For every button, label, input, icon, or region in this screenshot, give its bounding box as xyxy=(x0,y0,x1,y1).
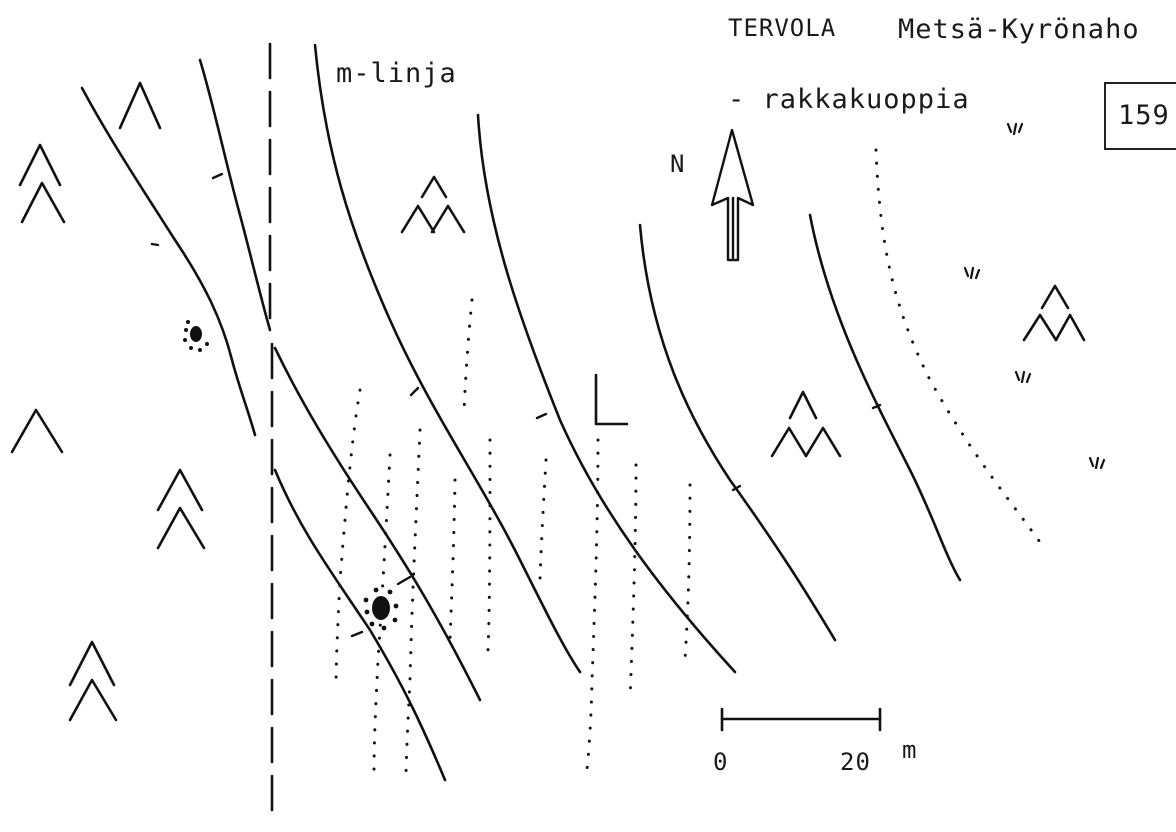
scale-end-label: 20 xyxy=(840,748,871,776)
dotted-line-4 xyxy=(404,428,422,782)
conifer-symbol-left-3 xyxy=(68,640,118,722)
map-subtitle: - rakkakuoppia xyxy=(728,84,970,115)
field-corner-mark xyxy=(594,373,629,426)
dotted-line-9 xyxy=(628,463,638,702)
open-land-marks xyxy=(963,122,1106,470)
scale-unit-label: m xyxy=(902,736,918,764)
slope-ticks xyxy=(150,172,882,638)
north-label: N xyxy=(670,150,686,178)
survey-line-label: m-linja xyxy=(336,58,457,89)
dotted-boundary-right xyxy=(874,148,1044,547)
scale-bar xyxy=(720,707,882,732)
dotted-line-5 xyxy=(448,478,457,642)
conifer-symbol-left-1 xyxy=(18,143,66,224)
contour-line-4 xyxy=(273,468,447,782)
dotted-line-6 xyxy=(486,438,492,652)
scale-start-label: 0 xyxy=(713,748,729,776)
contour-line-1 xyxy=(80,86,257,437)
mixed-forest-symbol-1 xyxy=(400,175,466,234)
map-number: 159 xyxy=(1118,100,1170,131)
contour-line-2 xyxy=(198,58,272,332)
pit-symbol-2 xyxy=(363,587,399,631)
forest-symbol-left-top xyxy=(118,81,162,130)
contour-line-7 xyxy=(638,223,837,642)
forest-symbol-left-mid xyxy=(10,408,64,454)
contour-line-5 xyxy=(313,43,582,674)
contour-line-8 xyxy=(808,213,962,582)
mixed-forest-symbol-2 xyxy=(770,390,842,458)
map-title-site: Metsä-Kyrönaho xyxy=(898,14,1140,45)
dotted-line-10 xyxy=(683,483,692,662)
dotted-line-1 xyxy=(462,298,474,412)
north-arrow-icon xyxy=(710,128,755,262)
map-title-place: TERVOLA xyxy=(728,14,837,42)
map-number-box: 159 xyxy=(1104,82,1176,150)
dotted-line-7 xyxy=(538,458,548,582)
conifer-symbol-left-2 xyxy=(156,468,206,550)
dotted-line-2 xyxy=(334,388,362,692)
mixed-forest-symbol-3 xyxy=(1022,284,1086,342)
pit-symbol-1 xyxy=(183,320,209,352)
contour-line-6 xyxy=(476,113,737,674)
contour-line-3 xyxy=(273,346,482,702)
